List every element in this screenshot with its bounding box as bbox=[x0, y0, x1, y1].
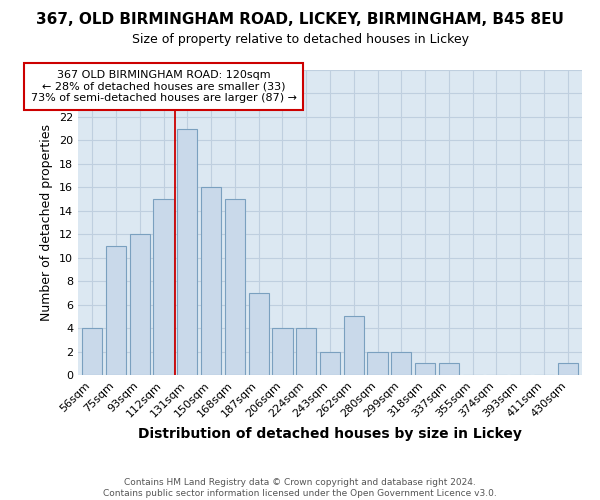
Text: Contains HM Land Registry data © Crown copyright and database right 2024.
Contai: Contains HM Land Registry data © Crown c… bbox=[103, 478, 497, 498]
Text: Size of property relative to detached houses in Lickey: Size of property relative to detached ho… bbox=[131, 32, 469, 46]
Bar bbox=[248, 293, 269, 375]
Bar bbox=[154, 199, 173, 375]
Bar bbox=[296, 328, 316, 375]
Y-axis label: Number of detached properties: Number of detached properties bbox=[40, 124, 53, 321]
Bar bbox=[201, 188, 221, 375]
Bar bbox=[391, 352, 412, 375]
Text: 367, OLD BIRMINGHAM ROAD, LICKEY, BIRMINGHAM, B45 8EU: 367, OLD BIRMINGHAM ROAD, LICKEY, BIRMIN… bbox=[36, 12, 564, 28]
X-axis label: Distribution of detached houses by size in Lickey: Distribution of detached houses by size … bbox=[138, 427, 522, 441]
Bar bbox=[177, 128, 197, 375]
Bar bbox=[344, 316, 364, 375]
Bar bbox=[439, 364, 459, 375]
Bar bbox=[130, 234, 150, 375]
Bar bbox=[272, 328, 293, 375]
Bar bbox=[225, 199, 245, 375]
Bar bbox=[367, 352, 388, 375]
Bar bbox=[557, 364, 578, 375]
Bar bbox=[82, 328, 103, 375]
Bar bbox=[106, 246, 126, 375]
Bar bbox=[320, 352, 340, 375]
Bar bbox=[415, 364, 435, 375]
Text: 367 OLD BIRMINGHAM ROAD: 120sqm
← 28% of detached houses are smaller (33)
73% of: 367 OLD BIRMINGHAM ROAD: 120sqm ← 28% of… bbox=[31, 70, 296, 103]
